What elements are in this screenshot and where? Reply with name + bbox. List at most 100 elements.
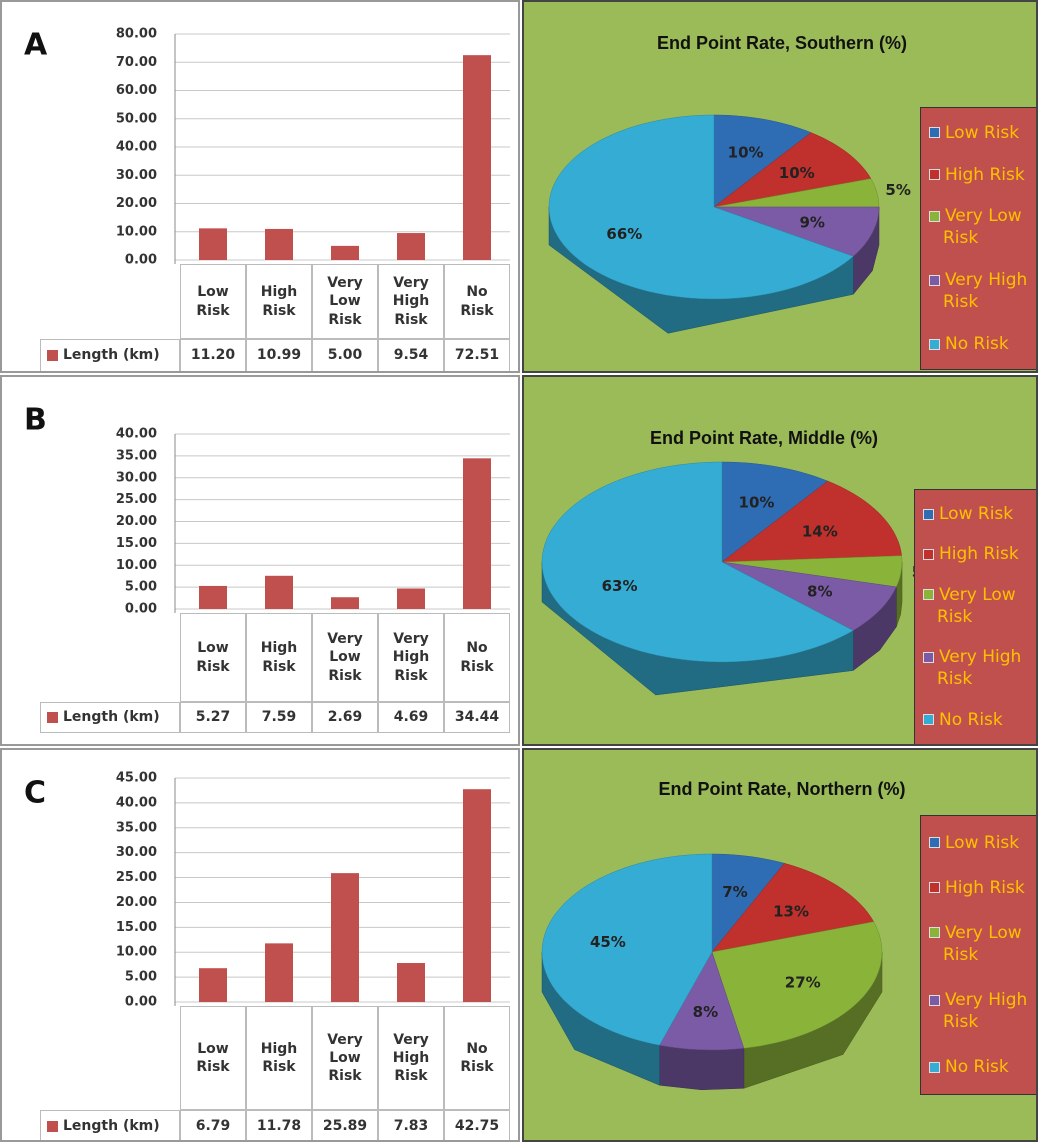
x-tick-label: No Risk: [444, 264, 510, 339]
y-tick-label: 25.00: [116, 870, 157, 885]
pie-slice: [659, 951, 745, 1051]
x-tick-label: Low Risk: [180, 1006, 246, 1110]
y-tick-label: 25.00: [116, 492, 157, 507]
legend-marker: [929, 127, 940, 139]
y-tick-label: 30.00: [116, 168, 157, 183]
series-label-cell: Length (km): [40, 1110, 180, 1140]
legend-item: High Risk: [929, 164, 1035, 186]
y-tick-label: 30.00: [116, 845, 157, 860]
pie-slice: [548, 114, 854, 300]
pie-side: [659, 1044, 745, 1091]
legend-marker: [929, 338, 940, 350]
data-label: 10%: [739, 494, 775, 512]
legend: Low Risk High Risk Very Low Risk Very High …: [914, 489, 1036, 744]
pie-slice: [721, 561, 897, 631]
x-tick-label: High Risk: [246, 613, 312, 702]
legend-item: High Risk: [929, 877, 1035, 899]
y-tick-label: 20.00: [116, 196, 157, 211]
x-tick-label: Very Low Risk: [312, 264, 378, 339]
x-tick-label: High Risk: [246, 1006, 312, 1110]
data-label: 10%: [728, 143, 764, 161]
legend-item: Low Risk: [929, 832, 1035, 854]
legend-marker: [47, 350, 58, 361]
bar-panel: C 0.00 5.00 10.00 15.00 20.00 25.00 30.00 35.00 4…: [0, 748, 520, 1142]
legend-item: High Risk: [923, 543, 1035, 565]
y-tick-label: 45.00: [116, 771, 157, 786]
y-tick-label: 70.00: [116, 55, 157, 70]
y-tick-label: 30.00: [116, 470, 157, 485]
legend-marker: [929, 882, 940, 894]
bar: [463, 458, 491, 609]
legend: Low Risk High Risk Very Low Risk Very High …: [920, 107, 1036, 370]
bar: [463, 55, 491, 261]
legend-marker: [923, 589, 934, 601]
legend-label: Very High Risk: [943, 270, 1028, 313]
chart-title: End Point Rate, Middle (%): [650, 428, 878, 448]
legend-label: No Risk: [939, 709, 1003, 730]
legend-item: Very High Risk: [929, 989, 1035, 1033]
chart-title: End Point Rate, Southern (%): [657, 33, 907, 53]
legend-item: Very Low Risk: [929, 205, 1035, 249]
y-tick-label: 15.00: [116, 920, 157, 935]
table-value: 11.20: [180, 339, 246, 371]
x-tick-label: No Risk: [444, 1006, 510, 1110]
bar: [331, 245, 359, 260]
pie-panel: End Point Rate, Northern (%) 7% 13% 27% 8% 45…: [522, 748, 1038, 1142]
table-value: 5.00: [312, 339, 378, 371]
data-label: 66%: [606, 225, 642, 243]
pie-panel: End Point Rate, Middle (%)10%14%5%8%63%L…: [522, 375, 1038, 746]
pie-slice: [711, 853, 785, 953]
data-label: 9%: [800, 213, 825, 231]
series-label-cell: Length (km): [40, 702, 180, 733]
bar-panel: A 0.00 10.00 20.00 30.00 40.00 50.00 60.00 70.00…: [0, 0, 520, 373]
table-value: 72.51: [444, 339, 510, 371]
pie-slice: [713, 114, 812, 208]
legend-item: Very Low Risk: [929, 922, 1035, 966]
y-tick-label: 35.00: [116, 448, 157, 463]
x-tick-label: Low Risk: [180, 264, 246, 339]
y-tick-label: 40.00: [116, 140, 157, 155]
data-label: 7%: [722, 883, 747, 901]
y-tick-label: 40.00: [116, 795, 157, 810]
series-label-cell: Length (km): [40, 339, 180, 371]
bar-chart: C 0.00 5.00 10.00 15.00 20.00 25.00 30.00 35.00 4…: [24, 771, 510, 1010]
y-tick-label: 20.00: [116, 895, 157, 910]
legend-label: Low Risk: [945, 832, 1020, 853]
legend-label: No Risk: [945, 334, 1009, 355]
x-tick-label: Very Low Risk: [312, 613, 378, 702]
legend-item: No Risk: [923, 709, 1035, 731]
bar: [397, 963, 425, 1002]
y-tick-label: 0.00: [125, 253, 157, 268]
pie-slice: [721, 461, 829, 563]
pie-slice: [541, 853, 713, 1046]
data-label: 5%: [885, 181, 910, 199]
legend-label: Very Low Risk: [943, 922, 1022, 965]
y-tick-label: 35.00: [116, 820, 157, 835]
legend-item: No Risk: [929, 1056, 1035, 1078]
data-label: 63%: [602, 577, 638, 595]
pie-chart: End Point Rate, Middle (%)10%14%5%8%63%: [541, 428, 937, 696]
panel-label: A: [24, 28, 48, 63]
legend-marker: [47, 1120, 58, 1132]
pie-slice: [721, 480, 902, 563]
table-value: 9.54: [378, 339, 444, 371]
legend-item: Very High Risk: [923, 646, 1035, 690]
y-tick-label: 40.00: [116, 427, 157, 442]
legend-marker: [923, 548, 934, 560]
bar: [463, 789, 491, 1002]
legend-label: No Risk: [945, 1057, 1009, 1078]
data-label: 13%: [773, 902, 809, 920]
legend-marker: [929, 837, 940, 849]
legend-marker: [47, 712, 58, 723]
table-value: 2.69: [312, 702, 378, 733]
bar: [397, 588, 425, 609]
table-value: 7.59: [246, 702, 312, 733]
y-tick-label: 10.00: [116, 558, 157, 573]
legend-marker: [923, 714, 934, 726]
legend-item: Very Low Risk: [923, 584, 1035, 628]
y-tick-label: 20.00: [116, 514, 157, 529]
legend-item: Low Risk: [929, 122, 1035, 144]
pie-chart: End Point Rate, Northern (%) 7% 13% 27% 8% 45…: [541, 779, 906, 1091]
legend-label: High Risk: [945, 877, 1025, 898]
legend-marker: [929, 994, 940, 1006]
